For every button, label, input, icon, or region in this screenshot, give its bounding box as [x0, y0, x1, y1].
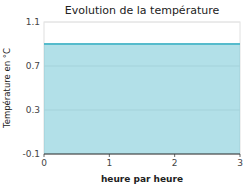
line [44, 43, 240, 45]
series-group [44, 44, 240, 154]
grid-line [44, 22, 240, 23]
title: Evolution de la température [65, 4, 220, 17]
chart-container: -0.1 0.3 0.7 1.1 0 1 2 3 Evolution de la tempéra… [0, 0, 250, 188]
y-tick-label: -0.1 [22, 149, 40, 159]
x-tick-label: 1 [106, 158, 112, 168]
x-tick-label: 3 [237, 158, 243, 168]
y-tick-label: 0.3 [26, 105, 40, 115]
y-axis-label: Température en °C [2, 48, 12, 129]
x-axis-line [44, 154, 240, 155]
x-tick-label: 0 [41, 158, 47, 168]
x-tick-label: 2 [172, 158, 178, 168]
plot-area [44, 22, 240, 154]
x-axis-label: heure par heure [101, 174, 183, 184]
area [44, 44, 240, 154]
chart: -0.1 0.3 0.7 1.1 0 1 2 3 Evolution de la tempéra… [0, 0, 250, 188]
y-tick-label: 1.1 [26, 17, 40, 27]
grid-line [44, 154, 240, 155]
y-tick-label: 0.7 [26, 61, 40, 71]
